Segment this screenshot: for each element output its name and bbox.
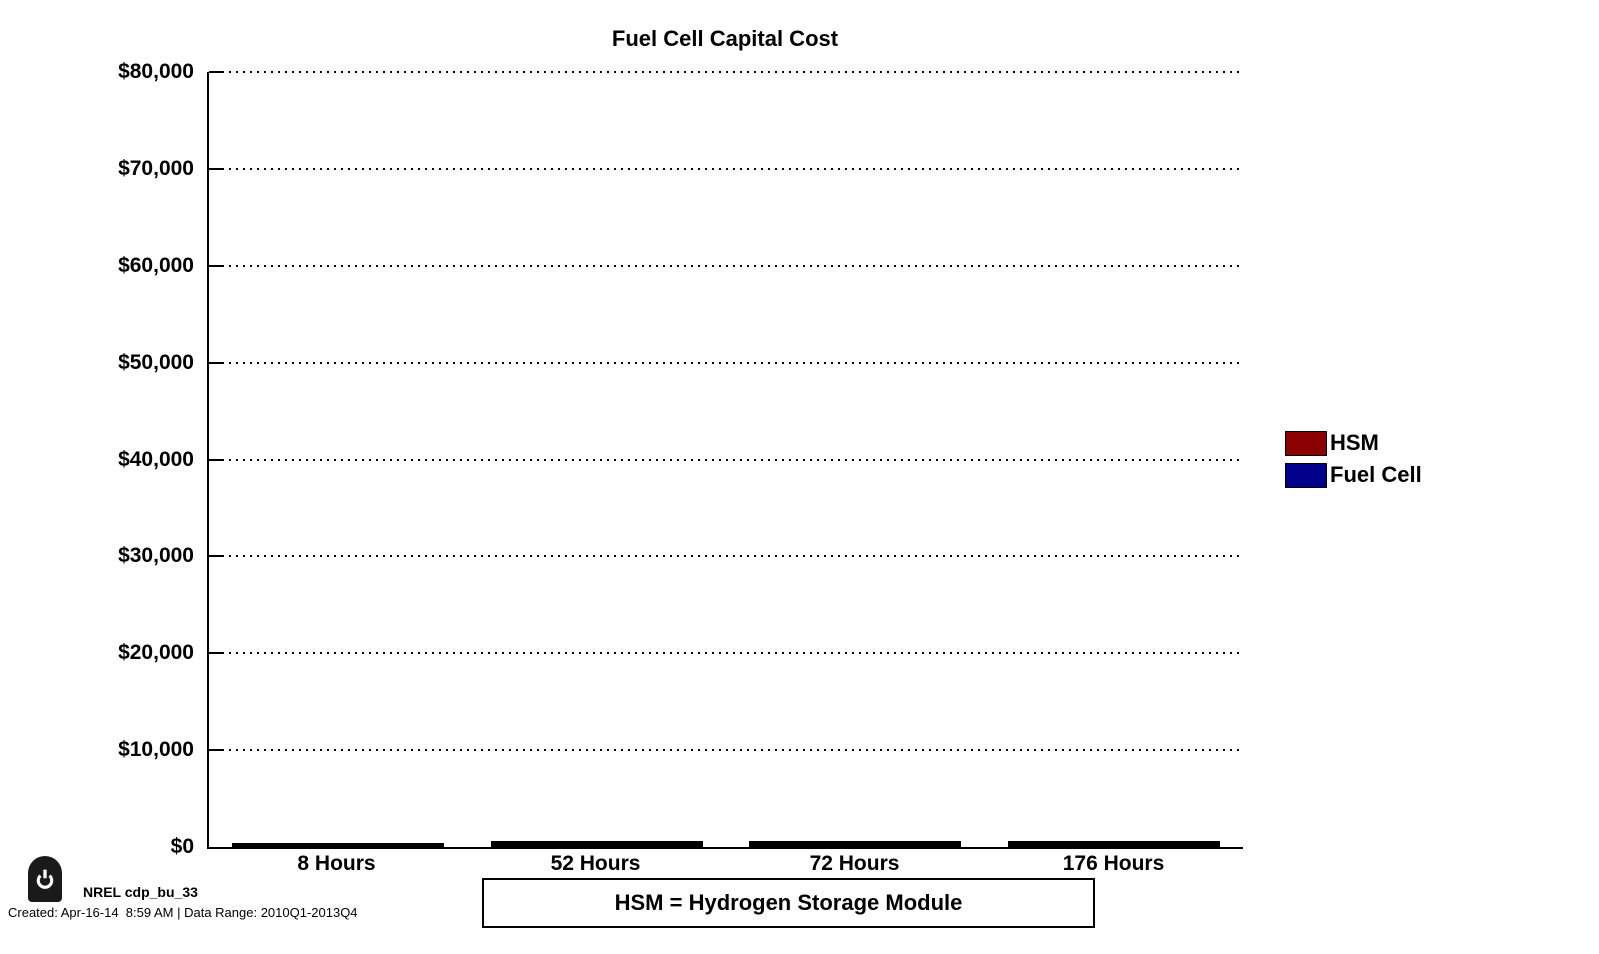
bar-slot [468, 72, 727, 847]
x-tick-label: 72 Hours [809, 852, 900, 875]
y-tick-label: $50,000 [118, 350, 194, 374]
y-tick-label: $40,000 [118, 447, 194, 471]
y-tick-label: $70,000 [118, 156, 194, 180]
plot-area [207, 71, 1243, 849]
y-tick [209, 264, 222, 267]
gridline [209, 652, 1243, 655]
gridline [209, 555, 1243, 558]
legend-label: Fuel Cell [1330, 462, 1422, 487]
bar-8-hours [232, 843, 445, 847]
y-tick-label: $60,000 [118, 253, 194, 277]
y-tick-label: $20,000 [118, 641, 194, 665]
legend: HSM Fuel Cell [1285, 430, 1422, 494]
legend-item: HSM [1285, 430, 1422, 456]
gridline-dots [222, 749, 1243, 752]
bar-segment-fuel-cell [232, 843, 445, 847]
y-tick [209, 652, 222, 655]
gridline [209, 361, 1243, 364]
gridline [209, 458, 1243, 461]
x-axis: 8 Hours 52 Hours 72 Hours 176 Hours [207, 852, 1243, 876]
bar-segment-hsm [749, 841, 962, 843]
gridline-dots [222, 555, 1243, 558]
bar-segment-fuel-cell [490, 843, 703, 847]
gridline [209, 71, 1243, 73]
bar-52-hours [490, 841, 703, 847]
y-tick-label: $0 [170, 835, 194, 858]
gridline [209, 167, 1243, 170]
legend-swatch [1285, 462, 1327, 488]
bar-72-hours [749, 841, 962, 847]
bar-slot [209, 72, 468, 847]
gridline-dots [222, 167, 1243, 170]
y-tick-label: $30,000 [118, 544, 194, 568]
bars-row [209, 72, 1243, 847]
gridline-dots [222, 361, 1243, 364]
gridline-dots [222, 652, 1243, 655]
y-tick-label: $10,000 [118, 738, 194, 762]
x-tick-label: 8 Hours [297, 852, 376, 875]
y-tick-label: $80,000 [118, 60, 194, 83]
annotation-box: HSM = Hydrogen Storage Module [482, 878, 1095, 928]
bar-segment-fuel-cell [749, 843, 962, 847]
legend-label: HSM [1330, 430, 1379, 455]
y-tick [209, 167, 222, 170]
y-axis: $0 $10,000 $20,000 $30,000 $40,000 $50,000 $60… [0, 60, 198, 858]
source-label: NREL cdp_bu_33 [83, 884, 198, 900]
y-tick [209, 71, 222, 73]
gridline-dots [222, 71, 1243, 73]
bar-segment-hsm [1007, 841, 1220, 843]
bar-slot [726, 72, 985, 847]
gridline-dots [222, 458, 1243, 461]
y-tick [209, 555, 222, 558]
x-tick-label: 176 Hours [1062, 852, 1165, 875]
bar-176-hours [1007, 841, 1220, 847]
gridline [209, 264, 1243, 267]
legend-item: Fuel Cell [1285, 462, 1422, 488]
chart-title: Fuel Cell Capital Cost [611, 26, 839, 51]
gridline [209, 749, 1243, 752]
bar-segment-fuel-cell [1007, 843, 1220, 847]
x-tick-label: 52 Hours [550, 852, 641, 875]
power-icon [28, 856, 62, 902]
created-line: Created: Apr-16-14 8:59 AM | Data Range:… [8, 905, 358, 920]
bar-segment-hsm [490, 841, 703, 843]
y-tick [209, 458, 222, 461]
y-tick [209, 361, 222, 364]
legend-swatch [1285, 430, 1327, 456]
y-tick [209, 749, 222, 752]
bar-slot [985, 72, 1244, 847]
gridline-dots [222, 264, 1243, 267]
